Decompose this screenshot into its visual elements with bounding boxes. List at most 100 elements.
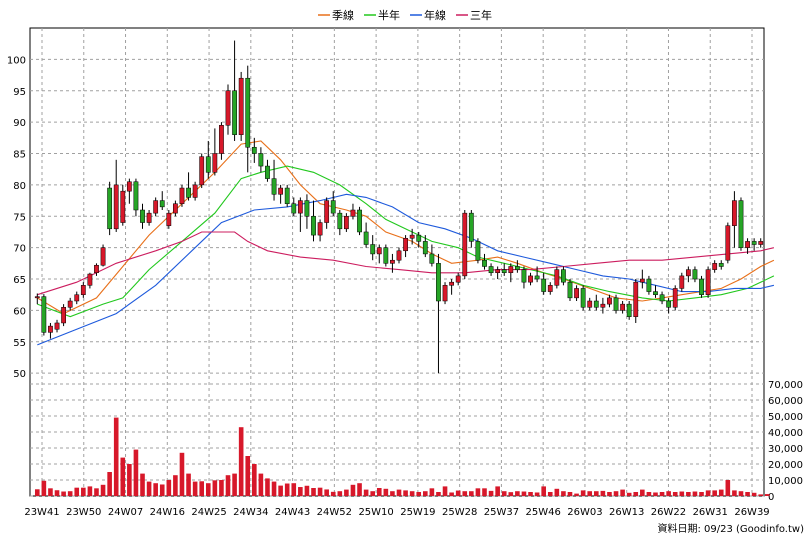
- candle: [350, 203, 356, 220]
- volume-bar: [67, 491, 73, 496]
- candle: [41, 294, 47, 336]
- candle-body: [304, 200, 310, 217]
- volume-bar: [311, 488, 316, 496]
- candle: [317, 219, 323, 242]
- volume-bar: [127, 464, 132, 496]
- volume-bar: [41, 480, 47, 496]
- volume-bar: [488, 490, 494, 496]
- x-tick-label: 26W13: [609, 507, 644, 518]
- candle: [468, 210, 474, 248]
- price-tick-label: 80: [13, 181, 26, 192]
- volume-bar: [291, 483, 297, 496]
- candle-body: [146, 212, 152, 223]
- candle-body: [74, 294, 80, 302]
- candle: [133, 178, 139, 217]
- price-tick-label: 95: [13, 87, 26, 98]
- candle-body: [179, 187, 185, 204]
- volume-bar: [100, 484, 106, 496]
- candle: [482, 253, 487, 270]
- candle: [54, 319, 60, 333]
- candle-body: [61, 307, 66, 324]
- candle-body: [528, 275, 533, 283]
- candle-body: [251, 146, 257, 154]
- volume-tick-label: 50,000: [768, 412, 803, 423]
- candle-body: [265, 165, 270, 179]
- candle-body: [94, 264, 99, 274]
- candle: [738, 197, 744, 251]
- candle: [100, 244, 106, 267]
- volume-bar: [159, 484, 165, 496]
- candle-body: [455, 275, 461, 283]
- volume-bar: [692, 491, 698, 496]
- price-axis: 50 55 60 65 70 75 80 85 90 95 100: [7, 55, 26, 380]
- candle-body: [699, 278, 704, 295]
- volume-bar: [653, 492, 658, 496]
- volume-bar: [219, 480, 224, 496]
- volume-bar: [232, 473, 237, 496]
- x-tick-label: 24W34: [233, 507, 268, 518]
- volume-bar: [699, 492, 704, 496]
- volume-bar: [469, 491, 474, 496]
- plot-frame: [29, 27, 765, 497]
- legend-item: 季線: [318, 8, 354, 22]
- candle: [449, 279, 454, 295]
- volume-bar: [587, 491, 593, 496]
- candle-body: [409, 234, 415, 239]
- candle-body: [593, 300, 599, 308]
- volume-bar: [764, 494, 770, 496]
- candle-body: [574, 288, 579, 299]
- volume-bar: [613, 491, 619, 496]
- legend-item: 三年: [456, 8, 492, 22]
- candle: [271, 159, 277, 201]
- candle: [620, 301, 625, 314]
- candle-body: [87, 273, 93, 286]
- candle-body: [403, 237, 408, 252]
- volume-bar: [370, 491, 375, 496]
- candle-body: [41, 296, 47, 333]
- x-tick-label: 26W31: [693, 507, 728, 518]
- price-tick-label: 65: [13, 275, 26, 286]
- candle: [587, 297, 593, 311]
- candle: [74, 291, 80, 305]
- candle-body: [429, 253, 435, 264]
- candle-body: [297, 200, 303, 214]
- candle-body: [534, 275, 540, 280]
- candle-body: [679, 275, 685, 289]
- candlesticks: [34, 40, 764, 374]
- volume-bar: [363, 489, 369, 496]
- candle: [390, 253, 395, 273]
- x-tick-label: 26W39: [734, 507, 769, 518]
- volume-bar: [508, 492, 514, 496]
- candle: [429, 244, 435, 267]
- candle: [607, 294, 612, 308]
- candle: [580, 285, 586, 311]
- x-tick-label: 25W19: [400, 507, 435, 518]
- candle: [370, 235, 376, 261]
- legend-label: 季線: [332, 8, 354, 22]
- candle-body: [561, 269, 566, 283]
- candle: [291, 197, 297, 217]
- volume-bar: [423, 491, 428, 496]
- candle-body: [212, 153, 218, 173]
- candle: [692, 266, 698, 283]
- volume-bar: [179, 452, 185, 496]
- candle-body: [725, 225, 731, 261]
- candle-body: [422, 241, 428, 255]
- candle: [179, 184, 185, 207]
- volume-bar: [344, 489, 349, 496]
- x-tick-label: 23W50: [66, 507, 101, 518]
- legend-label: 三年: [470, 8, 492, 22]
- candle: [67, 297, 73, 311]
- price-tick-label: 60: [13, 306, 26, 317]
- candle-body: [646, 278, 652, 292]
- volume-tick-label: 0: [768, 492, 774, 503]
- candle: [87, 272, 93, 289]
- candle-body: [468, 212, 474, 242]
- candle: [251, 137, 257, 163]
- candle: [396, 247, 402, 264]
- candle: [330, 191, 336, 217]
- volume-bar: [403, 490, 408, 496]
- candle-body: [159, 200, 165, 208]
- candle-body: [376, 247, 382, 255]
- volume-bar: [265, 478, 270, 496]
